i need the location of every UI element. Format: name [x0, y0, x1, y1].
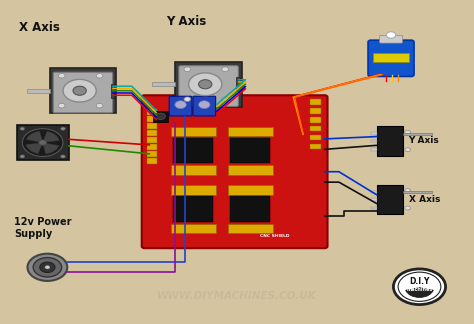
Circle shape — [33, 258, 62, 277]
Circle shape — [45, 266, 50, 269]
Bar — [403, 133, 432, 134]
Wedge shape — [26, 131, 43, 143]
Circle shape — [222, 67, 228, 72]
Circle shape — [61, 127, 65, 130]
Circle shape — [20, 155, 25, 158]
Bar — [171, 224, 216, 233]
Circle shape — [96, 103, 103, 108]
Wedge shape — [43, 143, 59, 154]
Bar — [147, 137, 157, 143]
Bar — [17, 125, 69, 160]
Bar — [310, 134, 321, 140]
Text: 12v Power
Supply: 12v Power Supply — [14, 217, 72, 239]
Bar — [310, 108, 321, 114]
Text: X Axis: X Axis — [19, 21, 60, 34]
Circle shape — [405, 148, 410, 152]
Bar — [371, 132, 377, 135]
FancyBboxPatch shape — [380, 35, 402, 43]
Bar — [371, 207, 377, 209]
Bar — [111, 84, 114, 98]
FancyBboxPatch shape — [179, 66, 238, 106]
Circle shape — [73, 86, 86, 95]
FancyBboxPatch shape — [193, 96, 216, 116]
Text: WWW.DIYMACHINES.CO.UK: WWW.DIYMACHINES.CO.UK — [157, 292, 317, 301]
Text: D.I.Y: D.I.Y — [410, 277, 429, 286]
Text: CNC SHIELD: CNC SHIELD — [259, 234, 289, 238]
FancyBboxPatch shape — [50, 68, 116, 113]
Circle shape — [199, 80, 212, 89]
Circle shape — [96, 74, 103, 78]
Circle shape — [199, 101, 210, 109]
Circle shape — [398, 272, 441, 301]
Bar — [147, 151, 157, 157]
Circle shape — [222, 97, 228, 101]
Circle shape — [20, 127, 25, 130]
FancyBboxPatch shape — [169, 96, 192, 116]
Circle shape — [61, 155, 65, 158]
Circle shape — [405, 206, 410, 210]
Text: machines: machines — [406, 287, 433, 293]
Circle shape — [22, 129, 63, 156]
Text: Y Axis: Y Axis — [409, 136, 439, 145]
Bar — [171, 127, 216, 136]
Bar — [310, 99, 321, 105]
Circle shape — [63, 79, 96, 102]
Bar — [228, 165, 273, 175]
Bar — [237, 77, 240, 91]
Circle shape — [39, 140, 46, 145]
Circle shape — [27, 254, 67, 281]
Circle shape — [189, 73, 222, 96]
FancyBboxPatch shape — [368, 40, 414, 76]
Bar — [230, 138, 270, 163]
Circle shape — [405, 130, 410, 134]
Bar — [373, 53, 409, 62]
Circle shape — [405, 189, 410, 192]
Bar — [147, 145, 157, 150]
Bar — [228, 185, 273, 195]
Bar — [171, 165, 216, 175]
Bar — [27, 89, 50, 93]
Circle shape — [184, 97, 191, 101]
Bar — [173, 196, 213, 222]
Circle shape — [386, 32, 396, 38]
Bar — [371, 191, 377, 193]
Bar — [371, 140, 377, 142]
FancyBboxPatch shape — [142, 95, 328, 248]
Bar — [228, 224, 273, 233]
Bar — [147, 123, 157, 129]
FancyBboxPatch shape — [175, 62, 242, 107]
Bar — [310, 144, 321, 149]
Bar — [310, 126, 321, 132]
Bar — [153, 111, 168, 122]
Circle shape — [184, 67, 191, 72]
Circle shape — [156, 113, 165, 120]
Bar — [171, 185, 216, 195]
Bar — [377, 185, 403, 214]
FancyBboxPatch shape — [53, 72, 113, 113]
Bar — [147, 109, 157, 115]
Wedge shape — [26, 143, 43, 154]
Bar — [147, 116, 157, 122]
Bar — [147, 130, 157, 136]
Circle shape — [393, 269, 446, 305]
Bar — [310, 117, 321, 122]
Circle shape — [175, 101, 186, 109]
Bar — [371, 148, 377, 151]
Bar — [147, 158, 157, 164]
Bar — [403, 191, 432, 193]
Bar — [377, 126, 403, 156]
Bar — [152, 82, 175, 86]
Circle shape — [58, 103, 65, 108]
Bar — [228, 127, 273, 136]
Bar — [173, 138, 213, 163]
Circle shape — [40, 262, 55, 272]
Text: Y Axis: Y Axis — [166, 15, 206, 28]
Bar — [230, 196, 270, 222]
Bar — [371, 198, 377, 201]
Text: X Axis: X Axis — [409, 195, 440, 204]
Wedge shape — [406, 288, 433, 297]
Wedge shape — [43, 131, 59, 143]
Circle shape — [58, 74, 65, 78]
